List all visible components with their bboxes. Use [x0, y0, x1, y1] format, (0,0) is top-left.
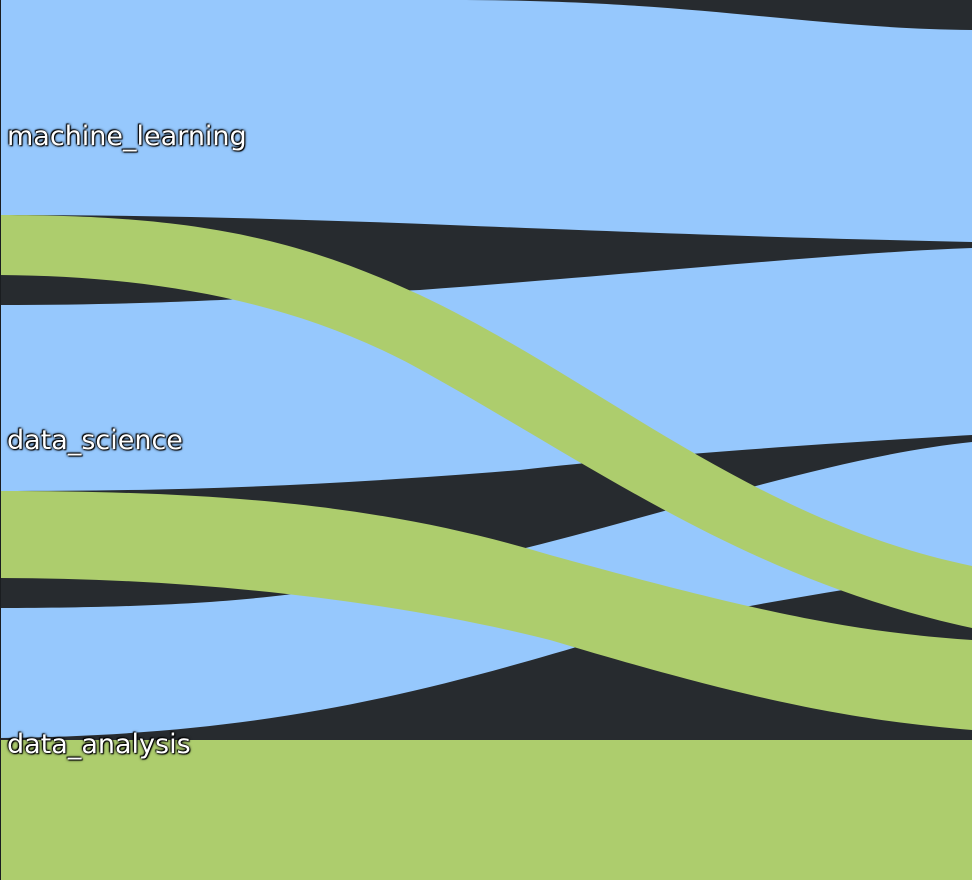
node-data-analysis — [0, 608, 1, 880]
node-label-machine-learning: machine_learning — [7, 121, 247, 152]
node-machine-learning — [0, 0, 1, 305]
flow-machine-learning-blue — [0, 0, 972, 242]
node-label-data-analysis: data_analysis — [7, 729, 191, 760]
node-label-data-science: data_science — [7, 425, 183, 456]
flow-data-analysis-green — [0, 740, 972, 880]
node-data-science — [0, 305, 1, 608]
flow-machine-learning-green — [0, 215, 972, 628]
flow-data-science-green — [0, 491, 972, 730]
